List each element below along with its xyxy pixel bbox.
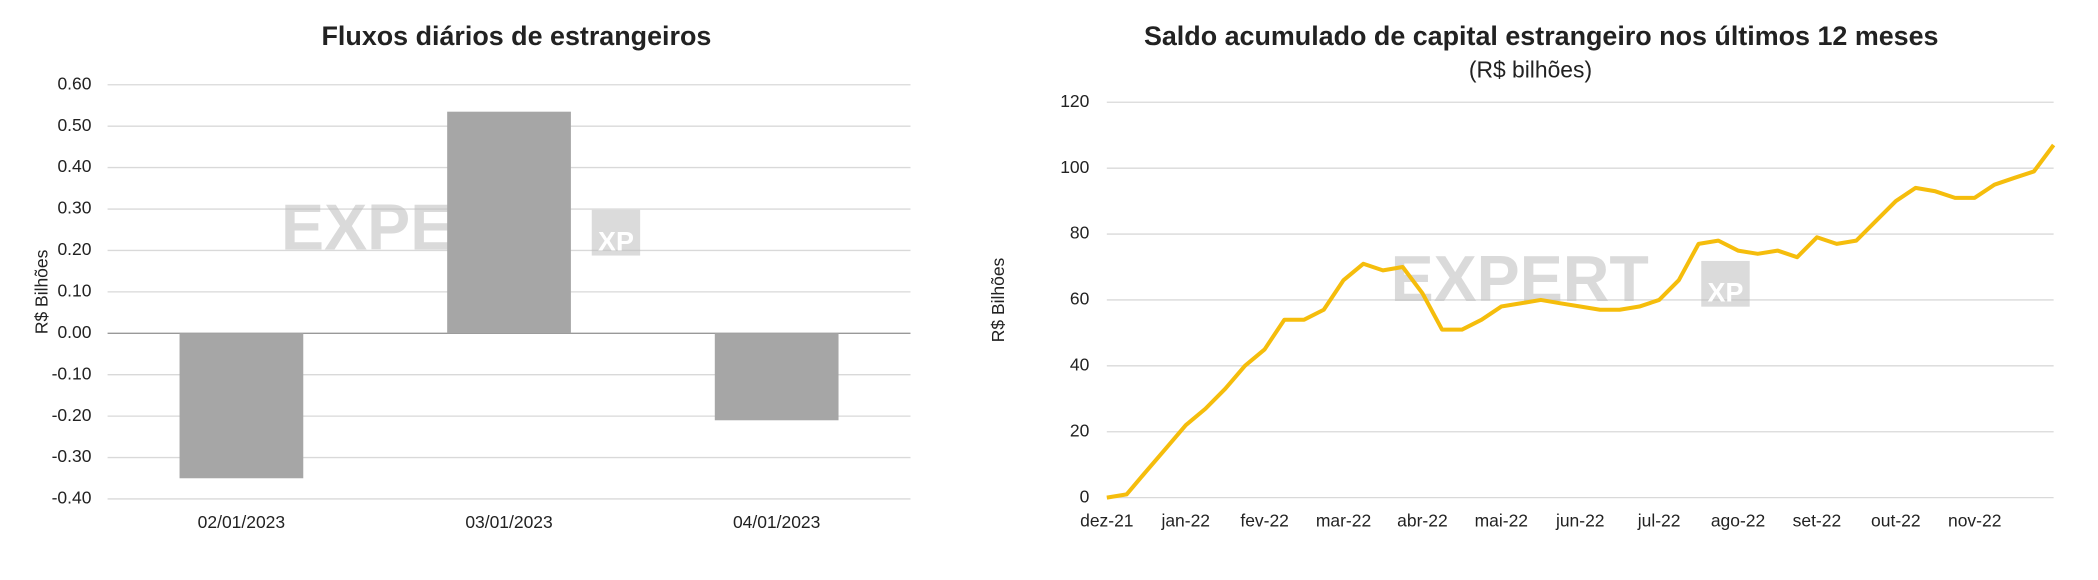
y-tick-label: 80 <box>1070 223 1090 243</box>
y-tick-label: 60 <box>1070 289 1090 309</box>
x-tick-label: 04/01/2023 <box>733 512 820 532</box>
y-tick-label: 0.30 <box>57 198 91 218</box>
y-tick-label: 0.60 <box>57 73 91 93</box>
bar <box>447 111 571 334</box>
y-tick-label: -0.40 <box>52 488 92 508</box>
y-tick-label: 0.10 <box>57 280 91 300</box>
watermark-box <box>1701 260 1750 307</box>
x-tick-label: set-22 <box>1793 510 1842 530</box>
y-tick-label: 20 <box>1070 420 1090 440</box>
chart-title: Saldo acumulado de capital estrangeiro n… <box>1144 21 1939 51</box>
y-tick-label: 100 <box>1060 157 1089 177</box>
watermark: XP <box>598 227 634 257</box>
chart-title: Fluxos diários de estrangeiros <box>322 21 712 51</box>
x-tick-label: dez-21 <box>1080 510 1133 530</box>
y-axis-label: R$ Bilhões <box>988 257 1008 342</box>
bar <box>714 333 839 421</box>
y-tick-label: 0.40 <box>57 156 91 176</box>
y-tick-label: -0.20 <box>52 405 92 425</box>
y-tick-label: 0 <box>1080 486 1090 506</box>
x-tick-label: abr-22 <box>1397 510 1448 530</box>
y-tick-label: 0.20 <box>57 239 91 259</box>
x-tick-label: jun-22 <box>1555 510 1605 530</box>
x-tick-label: nov-22 <box>1948 510 2001 530</box>
y-axis-label: R$ Bilhões <box>32 249 52 334</box>
x-tick-label: jul-22 <box>1637 510 1681 530</box>
x-tick-label: ago-22 <box>1711 510 1765 530</box>
x-tick-label: jan-22 <box>1160 510 1210 530</box>
x-tick-label: fev-22 <box>1240 510 1289 530</box>
x-tick-label: 02/01/2023 <box>198 512 285 532</box>
y-tick-label: 0.50 <box>57 115 91 135</box>
y-tick-label: -0.10 <box>52 363 92 383</box>
y-tick-label: 0.00 <box>57 322 91 342</box>
x-tick-label: mai-22 <box>1475 510 1528 530</box>
bar <box>179 333 304 479</box>
x-tick-label: mar-22 <box>1316 510 1371 530</box>
watermark: XP <box>1708 278 1744 308</box>
watermark-box <box>591 209 641 256</box>
y-tick-label: 120 <box>1060 91 1089 111</box>
y-tick-label: -0.30 <box>52 446 92 466</box>
line <box>1106 143 2056 500</box>
chart-subtitle: (R$ bilhões) <box>1469 56 1592 82</box>
x-tick-label: out-22 <box>1871 510 1921 530</box>
x-tick-label: 03/01/2023 <box>465 512 552 532</box>
y-tick-label: 40 <box>1070 354 1090 374</box>
